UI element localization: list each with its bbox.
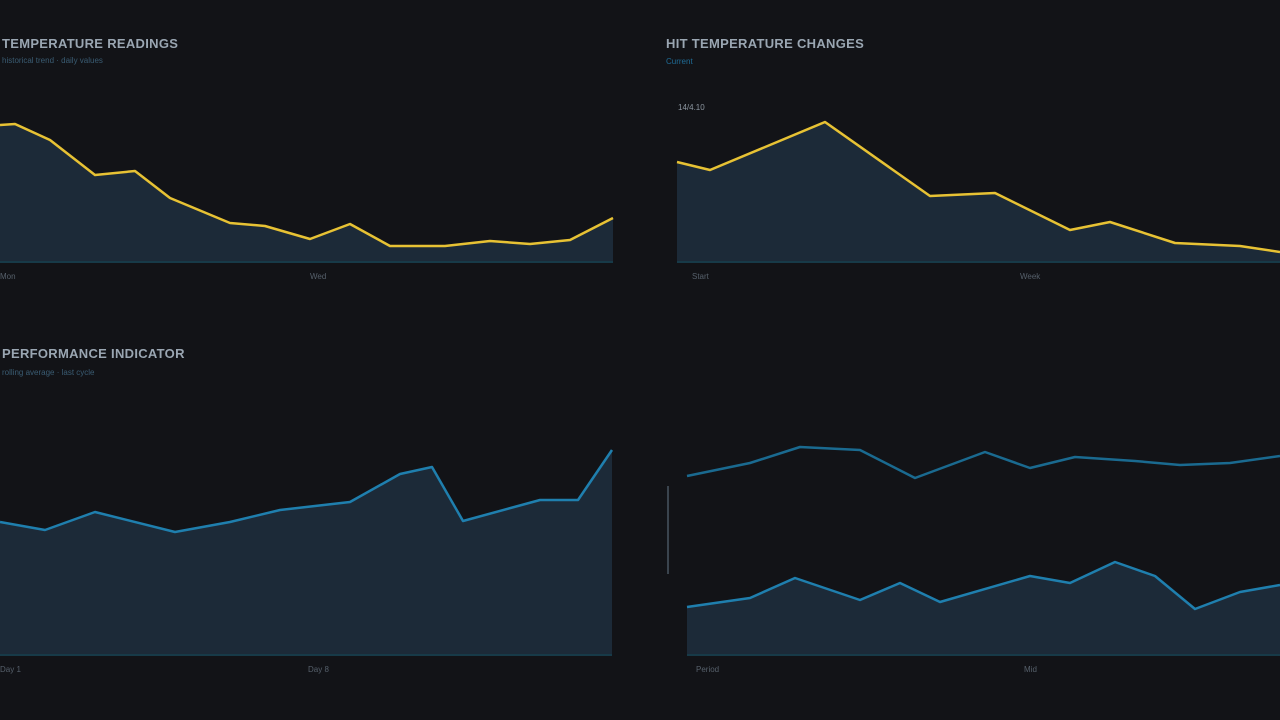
panel4-lower-line: [686, 560, 1280, 611]
panel-subtitle: rolling average · last cycle: [2, 368, 95, 377]
x-tick: Week: [1020, 272, 1041, 281]
panel-title-performance-indicator: PERFORMANCE INDICATOR: [2, 346, 185, 361]
panel4-upper-line: [686, 445, 1280, 480]
temperature-changes-line: [676, 120, 1280, 254]
panel-subtitle: Current: [666, 57, 693, 66]
y-axis-label: 14/4.10: [678, 103, 705, 112]
y-axis-line: [667, 486, 669, 574]
panel-title-temperature-readings: TEMPERATURE READINGS: [2, 36, 179, 51]
x-tick: Mid: [1024, 665, 1037, 674]
panel4-lower-area: [687, 562, 1280, 655]
x-tick: Day 1: [0, 665, 21, 674]
performance-indicator-line: [0, 449, 614, 534]
temperature-changes-area: [677, 122, 1280, 262]
panel-title-temperature-changes: HIT TEMPERATURE CHANGES: [666, 36, 865, 51]
x-tick: Period: [696, 665, 720, 674]
temperature-readings-line: [0, 122, 614, 248]
x-tick: Start: [692, 272, 709, 281]
panel-subtitle: historical trend · daily values: [2, 56, 103, 65]
x-tick: Wed: [310, 272, 327, 281]
temperature-readings-area: [0, 124, 613, 262]
x-tick: Mon: [0, 272, 16, 281]
performance-indicator-area: [0, 450, 612, 655]
x-tick: Day 8: [308, 665, 329, 674]
